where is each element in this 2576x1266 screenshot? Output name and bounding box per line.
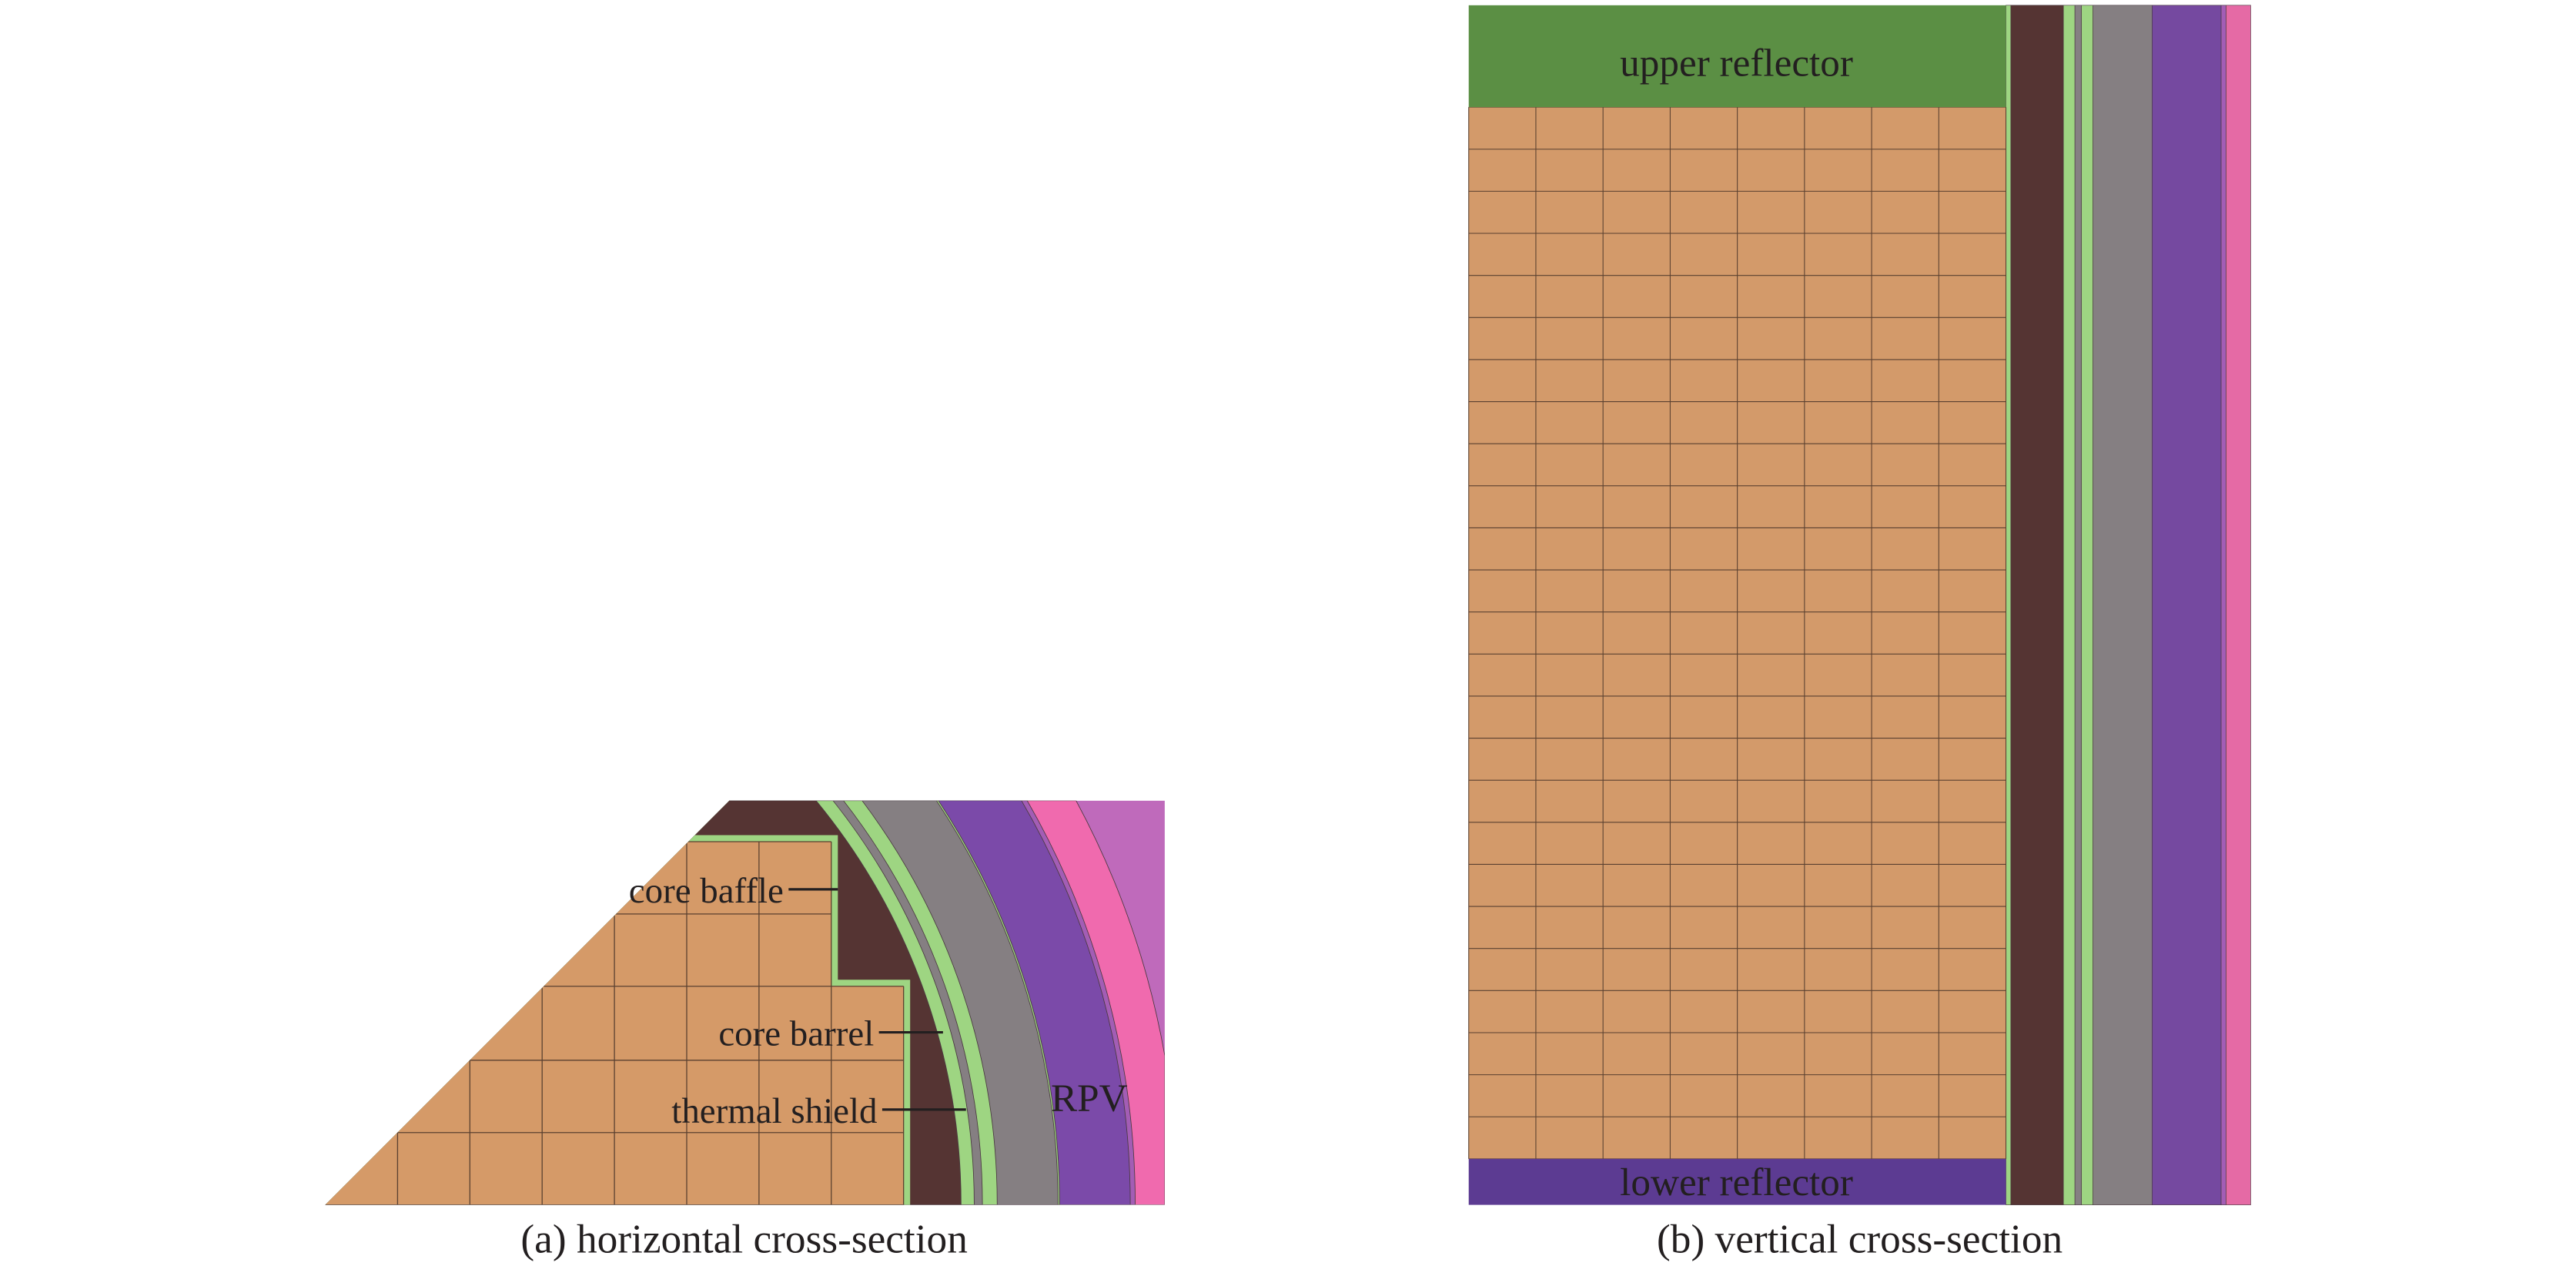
label-core-baffle: core baffle bbox=[629, 871, 838, 911]
thermal-shield bbox=[2081, 5, 2093, 1205]
core-barrel bbox=[2062, 5, 2076, 1205]
lower-reflector bbox=[1468, 1158, 2006, 1205]
core-barrel-label: core barrel bbox=[718, 1014, 874, 1054]
rpv-liner bbox=[2220, 5, 2226, 1205]
caption-b: (b) vertical cross-section bbox=[1657, 1215, 2062, 1261]
label-core-barrel: core barrel bbox=[718, 1014, 943, 1054]
core-baffle-label: core baffle bbox=[629, 871, 784, 911]
fuel-assemblies bbox=[1468, 106, 2007, 1160]
caption-a: (a) horizontal cross-section bbox=[520, 1215, 967, 1261]
rpv-label: RPV bbox=[1051, 1077, 1128, 1120]
horizontal-cross-section: core baffle core barrel thermal shield R… bbox=[325, 800, 1165, 1261]
upper-reflector bbox=[1468, 5, 2006, 108]
radial-layers bbox=[2006, 5, 2251, 1205]
rpv-inner bbox=[2152, 5, 2222, 1205]
downcomer bbox=[2093, 5, 2153, 1205]
gap bbox=[2074, 5, 2083, 1205]
rpv-outer bbox=[2226, 5, 2251, 1205]
core-baffle bbox=[2006, 5, 2012, 1205]
vertical-cross-section: upper reflector lower reflector (b) vert… bbox=[1468, 5, 2251, 1261]
label-thermal-shield: thermal shield bbox=[671, 1091, 966, 1131]
thermal-shield-label: thermal shield bbox=[671, 1091, 877, 1131]
bypass-region bbox=[2010, 5, 2064, 1205]
upper-reflector-label: upper reflector bbox=[1620, 42, 1853, 85]
lower-reflector-label: lower reflector bbox=[1620, 1160, 1853, 1204]
